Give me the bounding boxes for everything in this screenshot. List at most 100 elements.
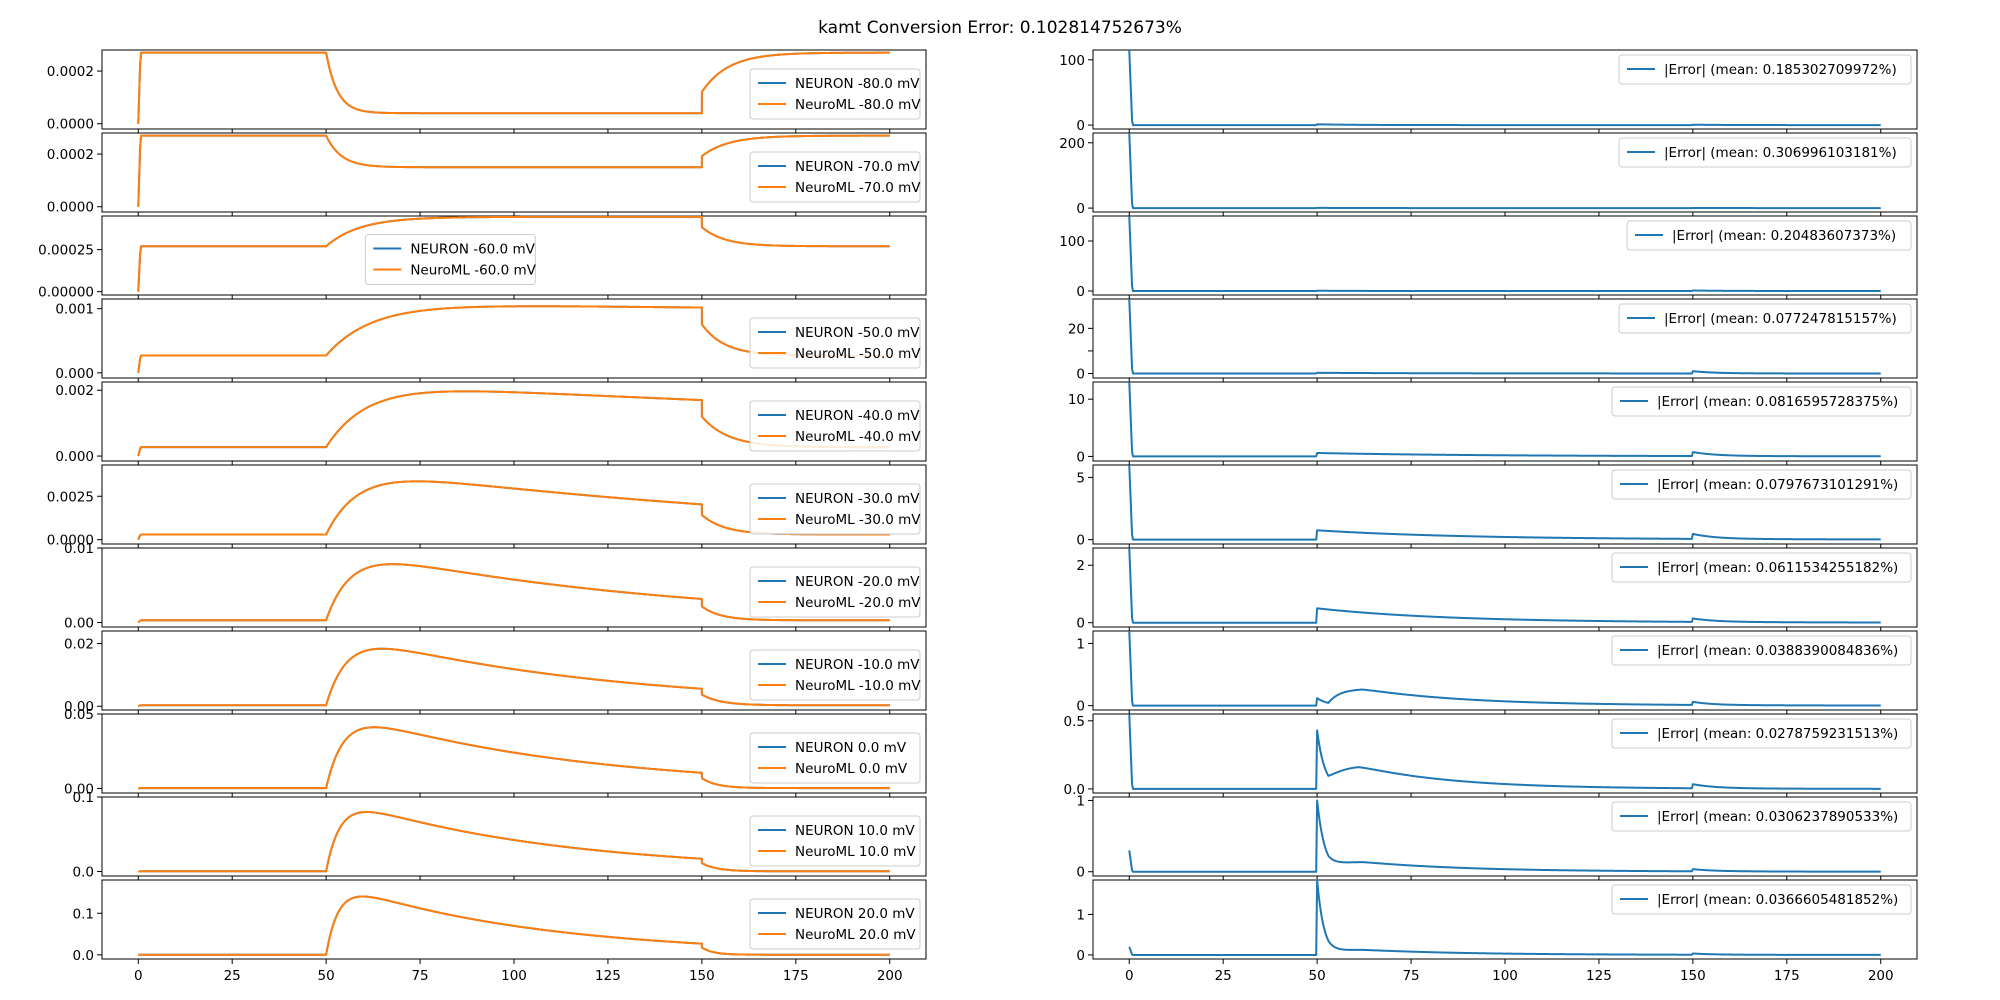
y-tick-label: 100	[1059, 53, 1085, 69]
error-trace	[1128, 630, 1881, 707]
y-tick-label: 0.5	[1064, 714, 1085, 730]
x-tick-label: 50	[1309, 968, 1326, 984]
legend-label: |Error| (mean: 0.20483607373%)	[1672, 228, 1896, 244]
legend: |Error| (mean: 0.0388390084836%)	[1611, 635, 1912, 666]
legend-label: NEURON -70.0 mV	[795, 159, 920, 175]
legend-box	[1626, 220, 1912, 251]
x-tick-label: 0	[1125, 968, 1134, 984]
legend-label: |Error| (mean: 0.0816595728375%)	[1657, 394, 1898, 410]
x-tick-label: 75	[1402, 968, 1419, 984]
y-tick-label: 1	[1076, 907, 1085, 923]
neuroml-trace	[137, 215, 890, 292]
y-tick-label: 0.02	[64, 637, 94, 653]
y-tick-label: 0	[1076, 201, 1085, 217]
y-tick-label: 0	[1076, 449, 1085, 465]
legend-box	[364, 234, 536, 285]
x-tick-label: 0	[134, 968, 143, 984]
y-tick-label: 0.00000	[38, 285, 94, 301]
y-tick-label: 0.000	[55, 366, 94, 382]
legend: NEURON 0.0 mV NeuroML 0.0 mV	[749, 732, 921, 784]
x-tick-label: 175	[783, 968, 809, 984]
x-tick-label: 150	[689, 968, 715, 984]
legend-box	[749, 815, 921, 867]
y-tick-label: 100	[1059, 234, 1085, 250]
left-panel-0: 0.0000 0.0002 NEURON -80.0 mV NeuroML -80.0…	[47, 49, 927, 134]
error-trace	[1128, 381, 1881, 458]
x-tick-label: 25	[224, 968, 241, 984]
neuroml-trace	[138, 895, 890, 956]
error-trace	[1128, 799, 1881, 873]
legend-label: NeuroML -10.0 mV	[795, 678, 921, 694]
y-tick-label: 0.0002	[47, 64, 94, 80]
legend: |Error| (mean: 0.0797673101291%)	[1611, 469, 1912, 500]
y-tick-label: 20	[1068, 321, 1085, 337]
legend: |Error| (mean: 0.0816595728375%)	[1611, 386, 1912, 417]
legend-label: NeuroML 0.0 mV	[795, 761, 908, 777]
y-tick-label: 0	[1076, 616, 1085, 632]
y-tick-label: 0	[1076, 948, 1085, 964]
y-tick-label: 0.01	[64, 541, 94, 557]
y-tick-label: 0.0	[1064, 782, 1085, 798]
legend-box	[1611, 635, 1912, 666]
legend-label: NeuroML 20.0 mV	[795, 927, 916, 943]
y-tick-label: 0.1	[73, 790, 94, 806]
y-tick-label: 5	[1076, 470, 1085, 486]
x-tick-label: 175	[1774, 968, 1800, 984]
y-tick-label: 0.1	[73, 906, 94, 922]
y-tick-label: 0.002	[55, 383, 94, 399]
legend-label: NeuroML -50.0 mV	[795, 346, 921, 362]
legend: NEURON -60.0 mV NeuroML -60.0 mV	[364, 234, 537, 285]
legend-box	[1611, 552, 1912, 583]
legend-box	[749, 68, 921, 120]
error-trace	[1128, 879, 1881, 956]
legend-label: NEURON -80.0 mV	[795, 76, 920, 92]
y-tick-label: 0	[1076, 366, 1085, 382]
legend: NEURON -50.0 mV NeuroML -50.0 mV	[749, 317, 921, 369]
right-panel-4: 0 10 |Error| (mean: 0.0816595728375%)	[1068, 381, 1918, 466]
legend-box	[749, 317, 921, 369]
neuroml-trace	[137, 134, 890, 207]
legend-label: NEURON -60.0 mV	[410, 242, 535, 258]
y-tick-label: 10	[1068, 392, 1085, 408]
x-tick-label: 100	[501, 968, 527, 984]
legend-label: |Error| (mean: 0.0306237890533%)	[1657, 809, 1898, 825]
y-tick-label: 0.0025	[47, 489, 94, 505]
y-tick-label: 0.0000	[47, 533, 94, 549]
y-tick-label: 0.0000	[47, 200, 94, 216]
neuroml-trace	[137, 647, 890, 708]
legend-box	[1611, 386, 1912, 417]
legend-label: NeuroML -20.0 mV	[795, 595, 921, 611]
left-panel-1: 0.0000 0.0002 NEURON -70.0 mV NeuroML -70.0…	[47, 132, 927, 217]
x-tick-label: 200	[877, 968, 903, 984]
x-tick-label: 150	[1680, 968, 1706, 984]
y-tick-label: 0	[1076, 865, 1085, 881]
legend-box	[749, 483, 921, 535]
error-trace	[1128, 713, 1881, 790]
legend: |Error| (mean: 0.077247815157%)	[1618, 303, 1912, 334]
left-panel-7: 0.00 0.02 NEURON -10.0 mV NeuroML -10.0 mV	[64, 630, 927, 715]
legend: NEURON 20.0 mV NeuroML 20.0 mV	[749, 898, 921, 950]
right-panel-2: 0 100 |Error| (mean: 0.20483607373%)	[1059, 215, 1918, 300]
right-panel-9: 0 1 |Error| (mean: 0.0306237890533%)	[1076, 794, 1918, 881]
error-trace	[1128, 215, 1881, 292]
right-panel-3: 0 20 |Error| (mean: 0.077247815157%)	[1068, 298, 1918, 383]
legend: |Error| (mean: 0.0611534255182%)	[1611, 552, 1912, 583]
error-trace	[1128, 298, 1881, 375]
y-tick-label: 1	[1076, 794, 1085, 810]
legend-label: NEURON -30.0 mV	[795, 491, 920, 507]
legend-label: NEURON -40.0 mV	[795, 408, 920, 424]
legend: |Error| (mean: 0.185302709972%)	[1618, 54, 1912, 85]
y-tick-label: 0	[1076, 118, 1085, 134]
y-tick-label: 0.001	[55, 302, 94, 318]
legend-label: NEURON -10.0 mV	[795, 657, 920, 673]
x-tick-label: 125	[1586, 968, 1612, 984]
y-tick-label: 0.0	[73, 948, 94, 964]
legend-box	[1618, 54, 1912, 85]
legend-label: |Error| (mean: 0.306996103181%)	[1664, 145, 1897, 161]
left-panel-9: 0.0 0.1 NEURON 10.0 mV NeuroML 10.0 mV	[73, 790, 927, 881]
legend: |Error| (mean: 0.306996103181%)	[1618, 137, 1912, 168]
neuroml-trace	[137, 563, 890, 624]
left-panel-5: 0.0000 0.0025 NEURON -30.0 mV NeuroML -30.0…	[47, 464, 927, 549]
legend-label: |Error| (mean: 0.077247815157%)	[1664, 311, 1897, 327]
x-tick-label: 25	[1215, 968, 1232, 984]
